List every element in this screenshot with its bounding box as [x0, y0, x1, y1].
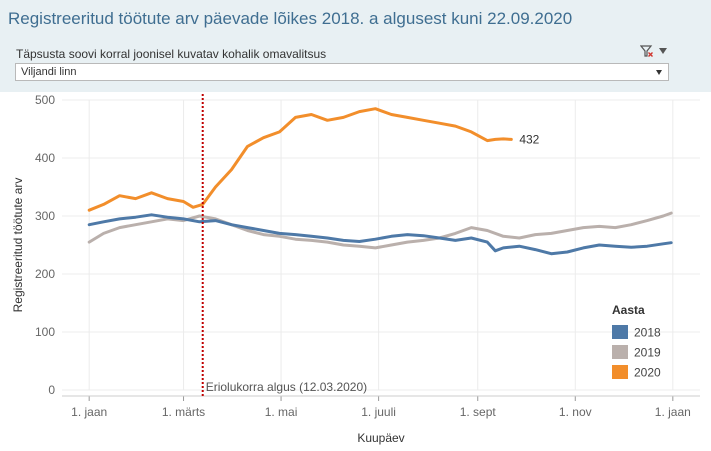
series-line-2018 [87, 213, 673, 256]
legend-label-2019: 2019 [634, 346, 661, 360]
legend-swatch-2018[interactable] [612, 325, 628, 339]
y-tick-label: 400 [35, 151, 55, 165]
filter-controls [639, 44, 672, 58]
y-tick-label: 500 [35, 93, 55, 107]
x-axis-title: Kuupäev [357, 431, 404, 445]
legend-swatch-2019[interactable] [612, 345, 628, 359]
legend-swatch-2020[interactable] [612, 365, 628, 379]
x-tick-label: 1. nov [559, 405, 592, 419]
y-tick-label: 200 [35, 267, 55, 281]
x-tick-label: 1. jaan [655, 405, 691, 419]
series-line-2020 [87, 107, 513, 212]
legend-title: Aasta [612, 303, 645, 317]
municipality-select-value: Viljandi linn [21, 66, 77, 78]
x-tick-label: 1. jaan [71, 405, 107, 419]
y-tick-label: 100 [35, 325, 55, 339]
lockdown-marker-label: Eriolukorra algus (12.03.2020) [206, 380, 367, 394]
y-tick-label: 300 [35, 209, 55, 223]
legend-label-2020: 2020 [634, 366, 661, 380]
municipality-select[interactable]: Viljandi linn [15, 63, 669, 81]
clear-filter-icon[interactable] [639, 45, 653, 57]
x-tick-label: 1. mai [265, 405, 298, 419]
x-tick-label: 1. sept [460, 405, 497, 419]
filter-panel: Registreeritud töötute arv päevade lõike… [0, 0, 711, 92]
end-value-label: 432 [519, 132, 539, 146]
page-title: Registreeritud töötute arv päevade lõike… [8, 9, 573, 28]
legend-label-2018: 2018 [634, 326, 661, 340]
line-chart: 0 100 200 300 400 500 1. jaan 1. märts 1. mai 1.… [11, 93, 700, 445]
chevron-down-icon [656, 70, 662, 75]
filter-label: Täpsusta soovi korral joonisel kuvatav k… [16, 47, 327, 61]
x-tick-label: 1. märts [162, 405, 205, 419]
filter-menu-icon[interactable] [659, 48, 667, 54]
y-axis-title: Registreeritud töötute arv [11, 178, 25, 313]
x-tick-label: 1. juuli [361, 405, 396, 419]
y-tick-label: 0 [48, 383, 55, 397]
